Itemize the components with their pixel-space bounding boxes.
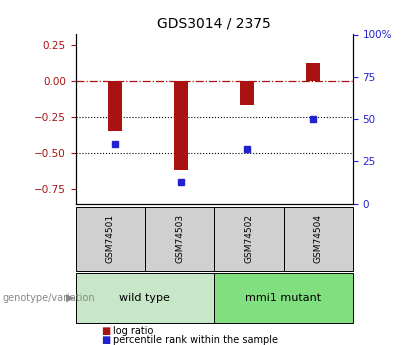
Text: ■: ■ [101, 326, 110, 336]
Text: GSM74501: GSM74501 [106, 214, 115, 264]
Bar [174, 81, 189, 170]
Bar [240, 81, 255, 105]
Text: percentile rank within the sample: percentile rank within the sample [113, 335, 278, 345]
Bar [108, 81, 123, 131]
Title: GDS3014 / 2375: GDS3014 / 2375 [158, 17, 271, 31]
Text: GSM74503: GSM74503 [175, 214, 184, 264]
Text: GSM74504: GSM74504 [314, 214, 323, 264]
Text: genotype/variation: genotype/variation [2, 293, 95, 303]
Text: log ratio: log ratio [113, 326, 154, 336]
Text: wild type: wild type [119, 293, 171, 303]
Text: mmi1 mutant: mmi1 mutant [245, 293, 322, 303]
Text: ▶: ▶ [66, 293, 75, 303]
Bar [306, 63, 320, 81]
Text: ■: ■ [101, 335, 110, 345]
Text: GSM74502: GSM74502 [244, 214, 253, 264]
